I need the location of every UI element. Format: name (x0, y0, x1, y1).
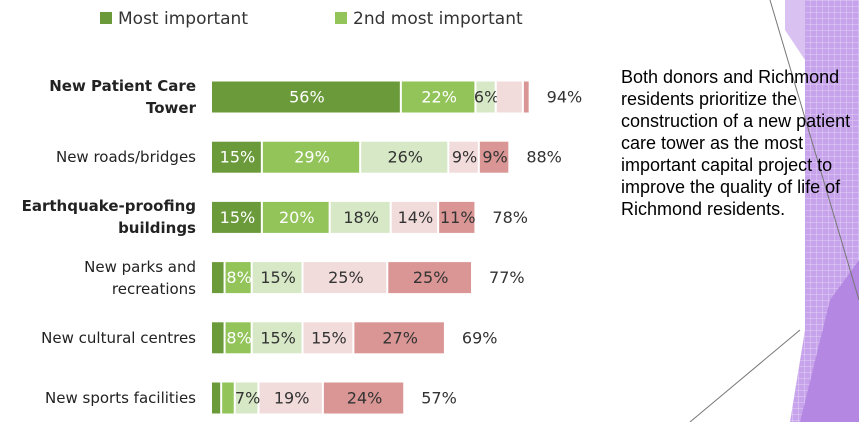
bar-segment (388, 262, 472, 294)
data-label: 9% (452, 148, 477, 167)
bar-segment (401, 81, 475, 113)
bar-segment (222, 382, 234, 414)
bar-segment (212, 141, 261, 173)
data-label: 25% (328, 268, 364, 287)
data-label: 11% (440, 208, 476, 227)
bar-segment (212, 262, 224, 294)
data-label: 15% (260, 268, 296, 287)
category-label: New roads/bridges (55, 148, 196, 167)
data-label: 8% (226, 328, 251, 347)
category-label: Earthquake-proofing buildings (21, 197, 196, 238)
data-label: 24% (347, 389, 383, 408)
data-label: 18% (343, 208, 379, 227)
total-label: 94% (547, 88, 583, 107)
bar-segment (252, 262, 302, 294)
bar-segment (212, 382, 221, 414)
bar-segment (449, 141, 478, 173)
bar-segment (323, 382, 404, 414)
bar-segment (262, 201, 329, 233)
bar-segment (212, 201, 261, 233)
bar-segment (496, 81, 522, 113)
legend-swatch (100, 12, 112, 24)
data-label: 56% (289, 88, 325, 107)
data-label: 8% (226, 268, 251, 287)
data-label: 15% (220, 148, 256, 167)
category-label: New cultural centres (41, 328, 196, 347)
bar-segment (391, 201, 438, 233)
bar-segment (476, 81, 495, 113)
bar-segment (523, 81, 529, 113)
data-label: 27% (382, 328, 418, 347)
category-label: New Patient Care Tower (49, 77, 196, 117)
total-label: 88% (526, 148, 562, 167)
data-label: 29% (294, 148, 330, 167)
bar-segment (225, 262, 251, 294)
bar-segment (303, 322, 353, 354)
data-label: 15% (260, 328, 296, 347)
legend-label: 2nd most important (353, 9, 523, 29)
bar-segment (252, 322, 302, 354)
decoration (689, 0, 859, 422)
body-text: Both donors and Richmond residents prior… (621, 67, 851, 219)
category-label: New sports facilities (45, 389, 196, 407)
data-label: 7% (235, 389, 260, 408)
data-label: 19% (274, 389, 310, 408)
category-label: New parks and recreations (84, 257, 196, 298)
data-label: 14% (398, 208, 434, 227)
bar-segment (439, 201, 475, 233)
bar-segment (479, 141, 509, 173)
bar-segment (361, 141, 448, 173)
data-label: 26% (387, 148, 423, 167)
data-label: 6% (474, 88, 499, 107)
total-label: 78% (492, 208, 528, 227)
data-label: 15% (220, 208, 256, 227)
bar-segment (225, 322, 251, 354)
bar-segment (262, 141, 360, 173)
data-label: 20% (279, 208, 315, 227)
data-label: 22% (421, 88, 457, 107)
bar-segment (212, 81, 400, 113)
legend-label: Most important (118, 9, 248, 29)
bar-segment (354, 322, 444, 354)
bar-segment (330, 201, 390, 233)
data-label: 9% (482, 148, 507, 167)
total-label: 69% (462, 328, 498, 347)
data-label: 25% (413, 268, 449, 287)
legend-swatch (335, 12, 347, 24)
bar-segment (259, 382, 322, 414)
bar-segment (303, 262, 387, 294)
data-label: 15% (311, 328, 347, 347)
bar-segment (212, 322, 224, 354)
bar-segment (235, 382, 258, 414)
total-label: 77% (489, 268, 525, 287)
total-label: 57% (421, 389, 457, 408)
